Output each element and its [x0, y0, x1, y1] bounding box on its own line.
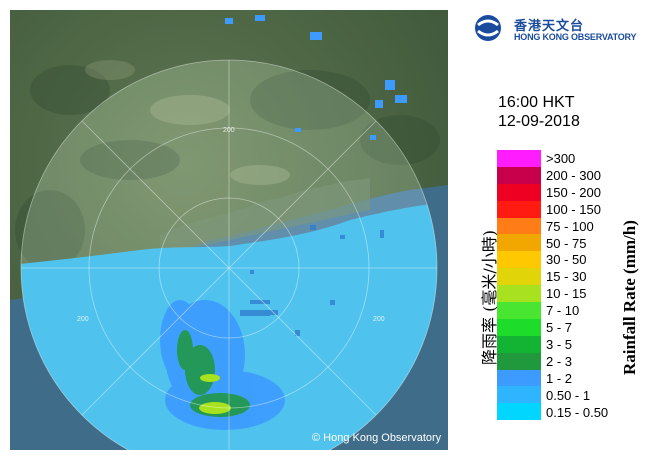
legend-label: 5 - 7 [546, 320, 573, 335]
legend-swatch [497, 251, 541, 269]
radar-time: 16:00 HKT [498, 94, 575, 111]
legend-swatch [497, 335, 541, 353]
legend-swatch [497, 268, 541, 286]
legend-swatch [497, 318, 541, 336]
legend-swatch [497, 369, 541, 387]
legend-swatch [497, 200, 541, 218]
legend-label: >300 [546, 151, 576, 166]
legend-swatch [497, 403, 541, 421]
legend-swatch [497, 183, 541, 201]
rainfall-legend [497, 150, 541, 421]
legend-label: 15 - 30 [546, 269, 587, 285]
legend-label: 3 - 5 [546, 336, 573, 352]
radar-date: 12-09-2018 [498, 113, 580, 130]
legend-label: 0.15 - 0.50 [546, 404, 609, 420]
legend-swatch [497, 217, 541, 235]
legend-label: 75 - 100 [546, 218, 594, 234]
legend-label: 2 - 3 [546, 353, 573, 369]
legend-title-en: Rainfall Rate (mm/h) [620, 220, 639, 375]
legend-title-zh: 降雨率 (毫米/小時) [480, 230, 499, 365]
legend-label: 7 - 10 [546, 303, 580, 319]
range-label-west: 200 [77, 316, 89, 323]
copyright-credit: © Hong Kong Observatory [312, 432, 442, 444]
legend-label: 30 - 50 [546, 252, 587, 268]
legend-swatch [497, 234, 541, 252]
legend-label: 150 - 200 [546, 184, 601, 200]
legend-label: 100 - 150 [546, 201, 601, 217]
legend-label: 10 - 15 [546, 286, 587, 302]
legend-label: 0.50 - 1 [546, 387, 591, 403]
hko-logo-icon [475, 15, 501, 41]
range-label-east: 200 [373, 316, 385, 323]
radar-map: 200 200 200 [10, 10, 448, 450]
legend-swatch [497, 150, 541, 167]
legend-swatch [497, 285, 541, 303]
legend-label: 1 - 2 [546, 370, 573, 386]
logo-name-zh: 香港天文台 [514, 19, 585, 34]
legend-swatch [497, 302, 541, 319]
legend-swatch [497, 166, 541, 184]
range-label-north: 200 [223, 127, 235, 134]
legend-swatch [497, 352, 541, 370]
legend-swatch [497, 386, 541, 404]
logo-name-en: HONG KONG OBSERVATORY [514, 32, 637, 42]
legend-label: 50 - 75 [546, 235, 587, 251]
legend-label: 200 - 300 [546, 167, 601, 183]
